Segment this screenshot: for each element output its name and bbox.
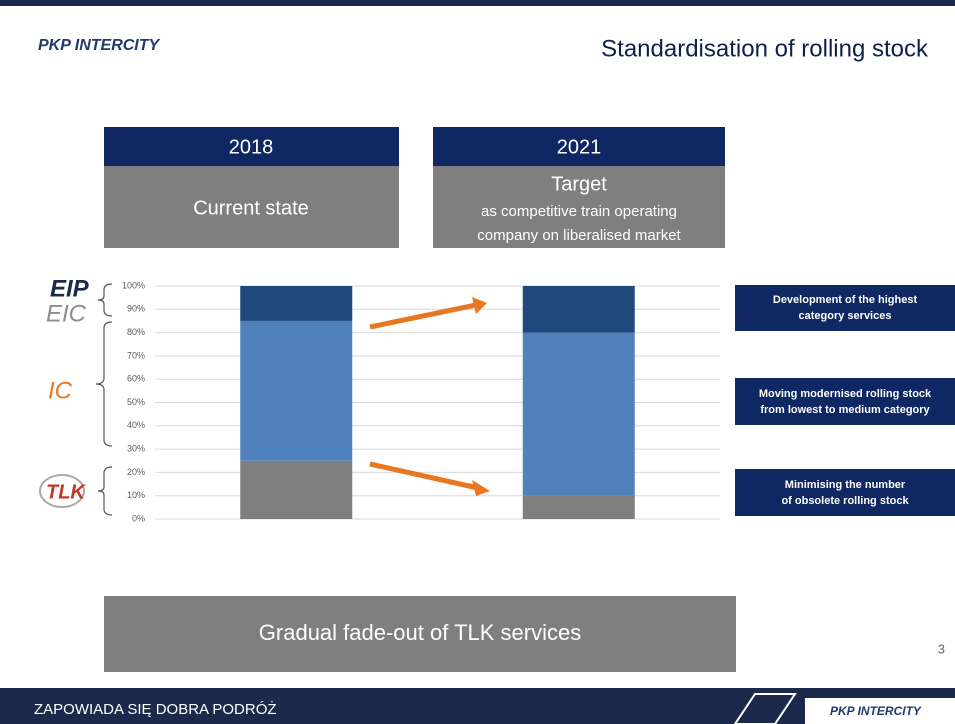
page-number: 3 (938, 641, 945, 656)
bar-segment (522, 286, 635, 333)
year: 2018 (229, 136, 274, 158)
y-tick-label: 40% (127, 420, 145, 430)
brackets (95, 283, 113, 516)
arrow-head (472, 480, 490, 496)
category-label: TLK (46, 481, 86, 503)
year-header (433, 127, 725, 166)
y-tick-label: 50% (127, 397, 145, 407)
state-box (104, 166, 399, 248)
arrow-head (472, 297, 487, 314)
footer-logo-box (805, 698, 955, 724)
year-header (104, 127, 399, 166)
banner-text: Gradual fade-out of TLK services (259, 620, 581, 645)
note-text: Minimising the number (785, 479, 906, 491)
footer-logo: PKP INTERCITY (830, 704, 922, 718)
bar-segment (240, 320, 353, 461)
note-text: Moving modernised rolling stock (759, 388, 932, 400)
state-text: Target (551, 173, 607, 195)
banner-box (104, 596, 736, 672)
slide-title: Standardisation of rolling stock (601, 35, 929, 62)
header (0, 6, 955, 90)
note-box (735, 378, 955, 425)
y-tick-label: 0% (132, 513, 145, 523)
footer-graphic (733, 693, 797, 724)
bar-segment (522, 495, 635, 519)
bar-segment (240, 286, 353, 321)
state-text: company on liberalised market (477, 227, 681, 244)
y-tick-label: 20% (127, 467, 145, 477)
note-text: category services (799, 310, 892, 322)
category-label: EIC (46, 300, 87, 327)
logo: PKP INTERCITY (38, 37, 161, 54)
state-text: as competitive train operating (481, 203, 677, 220)
note-text: of obsolete rolling stock (781, 495, 909, 507)
y-tick-label: 80% (127, 327, 145, 337)
y-tick-label: 90% (127, 304, 145, 314)
y-tick-label: 10% (127, 490, 145, 500)
note-box (735, 469, 955, 516)
bar-segment (240, 460, 353, 519)
state-text: Current state (193, 197, 309, 219)
note-text: from lowest to medium category (760, 404, 930, 416)
arrow (369, 461, 479, 491)
note-text: Development of the highest (773, 294, 918, 306)
arrow (369, 302, 477, 330)
tlk-ring (39, 474, 85, 508)
year: 2021 (557, 136, 602, 158)
y-tick-label: 100% (122, 280, 145, 290)
y-tick-label: 30% (127, 443, 145, 453)
category-label: IC (48, 377, 73, 404)
state-box (433, 166, 725, 248)
y-tick-label: 70% (127, 350, 145, 360)
footer-text: ZAPOWIADA SIĘ DOBRA PODRÓŻ (34, 700, 277, 718)
chart: 0% 10% 20% 30% 40% 50% 60% 70% 80% 90% 100% (122, 280, 720, 523)
top-rule (0, 0, 955, 6)
y-tick-label: 60% (127, 374, 145, 384)
note-box (735, 285, 955, 331)
category-label: EIP (50, 275, 90, 302)
bar-segment (522, 332, 635, 496)
